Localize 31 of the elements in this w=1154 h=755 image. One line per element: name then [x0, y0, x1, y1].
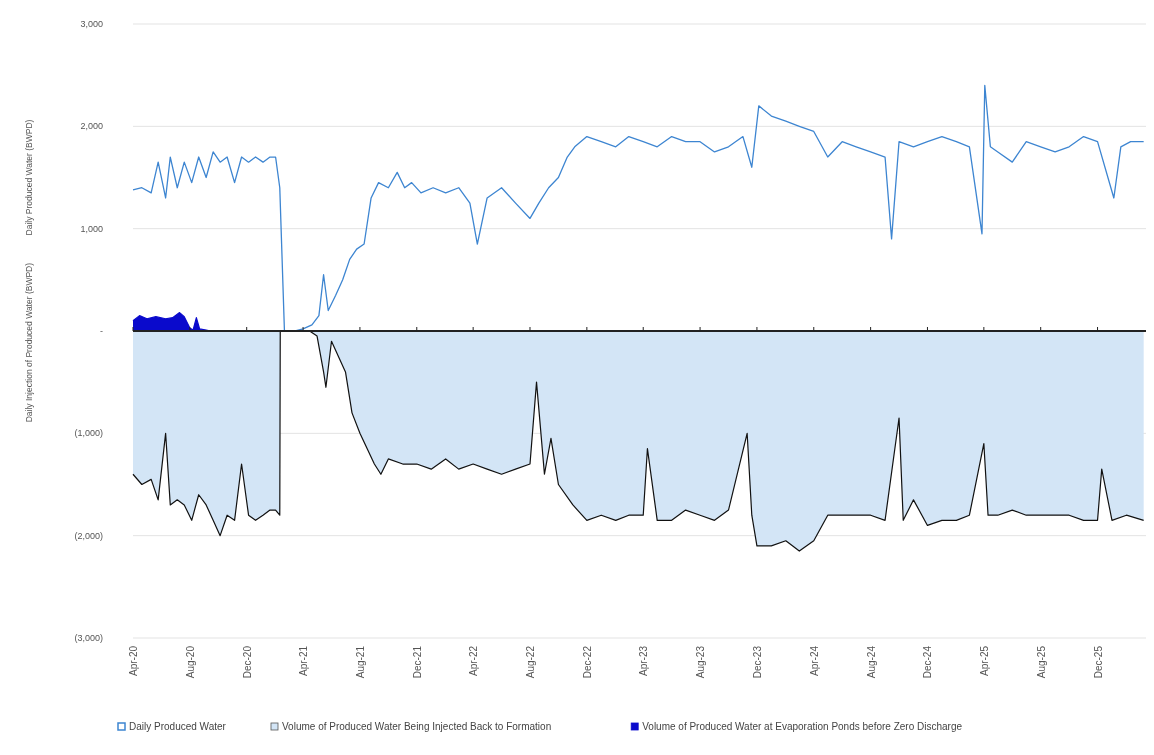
- x-tick-label: Dec-22: [581, 645, 593, 679]
- x-tick-label: Aug-20: [184, 645, 196, 679]
- legend-label: Daily Produced Water: [129, 721, 227, 732]
- x-tick-label: Aug-23: [695, 645, 707, 679]
- x-tick-label: Aug-24: [865, 645, 877, 679]
- x-tick-label: Dec-21: [411, 645, 423, 679]
- y-tick-label: -: [100, 326, 103, 336]
- x-tick-label: Aug-25: [1035, 645, 1047, 679]
- y-tick-label: 3,000: [80, 19, 103, 29]
- x-tick-label: Apr-21: [298, 645, 310, 677]
- x-tick-label: Aug-22: [525, 645, 536, 679]
- y-tick-label: 1,000: [80, 223, 103, 234]
- x-tick-label: Apr-23: [638, 645, 650, 677]
- x-tick-label: Dec-23: [751, 645, 763, 679]
- y-tick-label: (2,000): [74, 530, 103, 541]
- legend-label: Volume of Produced Water Being Injected Back to Formation: [282, 721, 552, 732]
- x-tick-label: Apr-24: [808, 645, 820, 677]
- x-tick-label: Apr-25: [978, 645, 990, 677]
- y-tick-label: (3,000): [74, 633, 103, 643]
- x-tick-label: Dec-25: [1092, 645, 1104, 679]
- y-tick-label: 2,000: [80, 121, 103, 132]
- y-axis-title: Daily Produced Water (BWPD): [24, 119, 34, 236]
- x-tick-label: Apr-22: [468, 645, 480, 677]
- x-tick-label: Dec-24: [922, 645, 934, 679]
- text: Daily Injection of Produced Water (BWPD): [24, 262, 34, 423]
- legend-label: Volume of Produced Water at Evaporation Ponds before Zero Discharge: [642, 721, 963, 732]
- x-tick-label: Apr-20: [128, 645, 139, 677]
- x-tick-label: Aug-21: [354, 645, 366, 679]
- x-tick-label: Dec-20: [241, 645, 253, 679]
- y-tick-label: (1,000): [74, 428, 103, 439]
- line-series: [132, 84, 1145, 332]
